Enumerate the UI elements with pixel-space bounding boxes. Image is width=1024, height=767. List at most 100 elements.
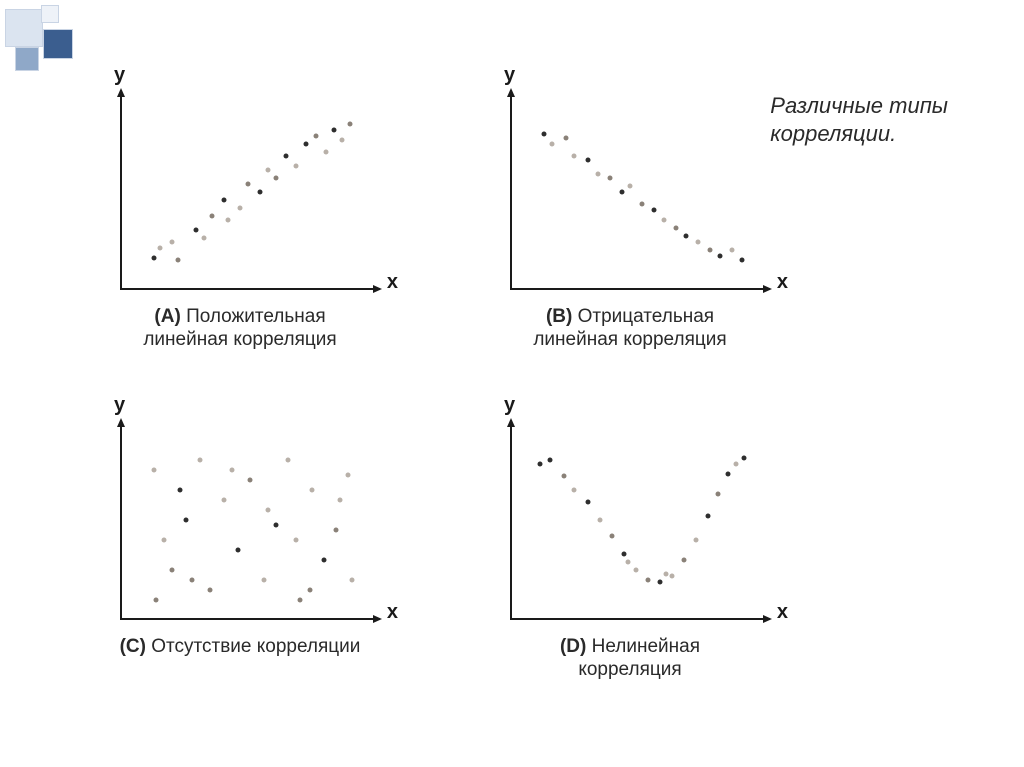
scatter-point bbox=[194, 228, 199, 233]
scatter-point bbox=[646, 578, 651, 583]
caption-B: (B) Отрицательнаялинейная корреляция bbox=[490, 306, 770, 352]
y-axis-label: y bbox=[504, 64, 515, 87]
scatter-point bbox=[152, 256, 157, 261]
scatter-point bbox=[226, 218, 231, 223]
scatter-point bbox=[586, 500, 591, 505]
scatter-point bbox=[542, 132, 547, 137]
scatter-point bbox=[608, 176, 613, 181]
scatter-point bbox=[154, 598, 159, 603]
x-axis-label: x bbox=[777, 271, 788, 294]
scatter-point bbox=[162, 538, 167, 543]
scatter-point bbox=[308, 588, 313, 593]
scatter-point bbox=[190, 578, 195, 583]
scatter-point bbox=[236, 548, 241, 553]
decor-square bbox=[44, 30, 72, 58]
chart-C: y x bbox=[100, 420, 380, 630]
scatter-point bbox=[298, 598, 303, 603]
scatter-point bbox=[694, 538, 699, 543]
page-content: Различные типыкорреляции. y x (A) Положи… bbox=[70, 60, 984, 747]
scatter-point bbox=[274, 176, 279, 181]
scatter-point bbox=[696, 240, 701, 245]
scatter-point bbox=[158, 246, 163, 251]
scatter-point bbox=[634, 568, 639, 573]
scatter-point bbox=[322, 558, 327, 563]
scatter-point bbox=[562, 474, 567, 479]
decor-square bbox=[16, 48, 38, 70]
page-title: Различные типыкорреляции. bbox=[770, 92, 948, 147]
scatter-point bbox=[572, 488, 577, 493]
scatter-point bbox=[184, 518, 189, 523]
scatter-point bbox=[198, 458, 203, 463]
scatter-point bbox=[348, 122, 353, 127]
chart-A: y x bbox=[100, 90, 380, 300]
scatter-point bbox=[266, 168, 271, 173]
scatter-point bbox=[222, 198, 227, 203]
x-axis-label: x bbox=[387, 601, 398, 624]
scatter-point bbox=[152, 468, 157, 473]
scatter-point bbox=[674, 226, 679, 231]
scatter-point bbox=[314, 134, 319, 139]
scatter-point bbox=[734, 462, 739, 467]
scatter-point bbox=[628, 184, 633, 189]
scatter-point bbox=[332, 128, 337, 133]
scatter-point bbox=[598, 518, 603, 523]
scatter-point bbox=[718, 254, 723, 259]
y-axis bbox=[120, 420, 122, 620]
panel-D: y x (D) Нелинейнаякорреляция bbox=[490, 420, 770, 682]
x-axis bbox=[510, 288, 770, 290]
scatter-point bbox=[294, 164, 299, 169]
scatter-point bbox=[684, 234, 689, 239]
slide-decor bbox=[6, 6, 76, 76]
scatter-point bbox=[550, 142, 555, 147]
scatter-point bbox=[670, 574, 675, 579]
scatter-point bbox=[716, 492, 721, 497]
scatter-point bbox=[730, 248, 735, 253]
scatter-point bbox=[286, 458, 291, 463]
scatter-point bbox=[274, 523, 279, 528]
y-axis bbox=[510, 90, 512, 290]
panel-C: y x (C) Отсутствие корреляции bbox=[100, 420, 380, 659]
x-axis-label: x bbox=[777, 601, 788, 624]
scatter-point bbox=[658, 580, 663, 585]
scatter-point bbox=[304, 142, 309, 147]
scatter-point bbox=[564, 136, 569, 141]
y-axis-label: y bbox=[504, 394, 515, 417]
scatter-point bbox=[610, 534, 615, 539]
scatter-point bbox=[586, 158, 591, 163]
scatter-point bbox=[210, 214, 215, 219]
scatter-point bbox=[208, 588, 213, 593]
scatter-point bbox=[246, 182, 251, 187]
scatter-point bbox=[284, 154, 289, 159]
scatter-point bbox=[170, 568, 175, 573]
panel-A: y x (A) Положительнаялинейная корреляция bbox=[100, 90, 380, 352]
scatter-point bbox=[248, 478, 253, 483]
scatter-point bbox=[596, 172, 601, 177]
scatter-point bbox=[238, 206, 243, 211]
scatter-point bbox=[640, 202, 645, 207]
scatter-point bbox=[538, 462, 543, 467]
scatter-point bbox=[742, 456, 747, 461]
decor-square bbox=[42, 6, 58, 22]
caption-A: (A) Положительнаялинейная корреляция bbox=[100, 306, 380, 352]
scatter-point bbox=[706, 514, 711, 519]
y-axis-label: y bbox=[114, 394, 125, 417]
scatter-point bbox=[664, 572, 669, 577]
x-axis bbox=[510, 618, 770, 620]
scatter-point bbox=[726, 472, 731, 477]
scatter-point bbox=[202, 236, 207, 241]
panel-B: y x (B) Отрицательнаялинейная корреляция bbox=[490, 90, 770, 352]
scatter-point bbox=[222, 498, 227, 503]
caption-D: (D) Нелинейнаякорреляция bbox=[490, 636, 770, 682]
y-axis-label: y bbox=[114, 64, 125, 87]
caption-C: (C) Отсутствие корреляции bbox=[100, 636, 380, 659]
scatter-point bbox=[258, 190, 263, 195]
scatter-point bbox=[334, 528, 339, 533]
scatter-point bbox=[178, 488, 183, 493]
scatter-point bbox=[652, 208, 657, 213]
scatter-point bbox=[662, 218, 667, 223]
chart-B: y x bbox=[490, 90, 770, 300]
x-axis bbox=[120, 288, 380, 290]
x-axis-label: x bbox=[387, 271, 398, 294]
scatter-point bbox=[346, 473, 351, 478]
y-axis bbox=[510, 420, 512, 620]
